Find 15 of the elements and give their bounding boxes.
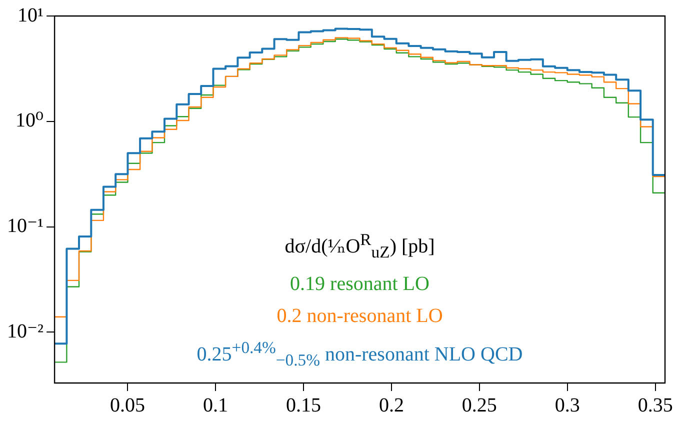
legend-title: dσ/d(¹⁄ₙO$^{R}$$_{uZ}$) [pb] [284,228,436,264]
x-tick-label: 0.25 [462,394,497,416]
text: 0.19 resonant LO [289,272,430,298]
text: 0.2 non-resonant LO [276,304,444,330]
y-tick-label: 10¹ [18,4,44,26]
x-tick-label: 0.2 [378,394,404,416]
x-tick-label: 0.1 [203,394,228,416]
x-tick-label: 0.3 [554,394,580,416]
x-tick-label: 0.15 [286,394,321,416]
y-tick-label: 10⁰ [16,110,44,132]
y-tick-label: 10⁻¹ [6,215,44,238]
x-tick-label: 0.35 [638,394,673,416]
text: 0.25$^{+0.4%}$$_{−0.5%}$ non-resonant NLO QCD [196,337,523,372]
x-tick-label: 0.05 [110,394,146,416]
y-tick-label: 10⁻² [6,320,44,342]
